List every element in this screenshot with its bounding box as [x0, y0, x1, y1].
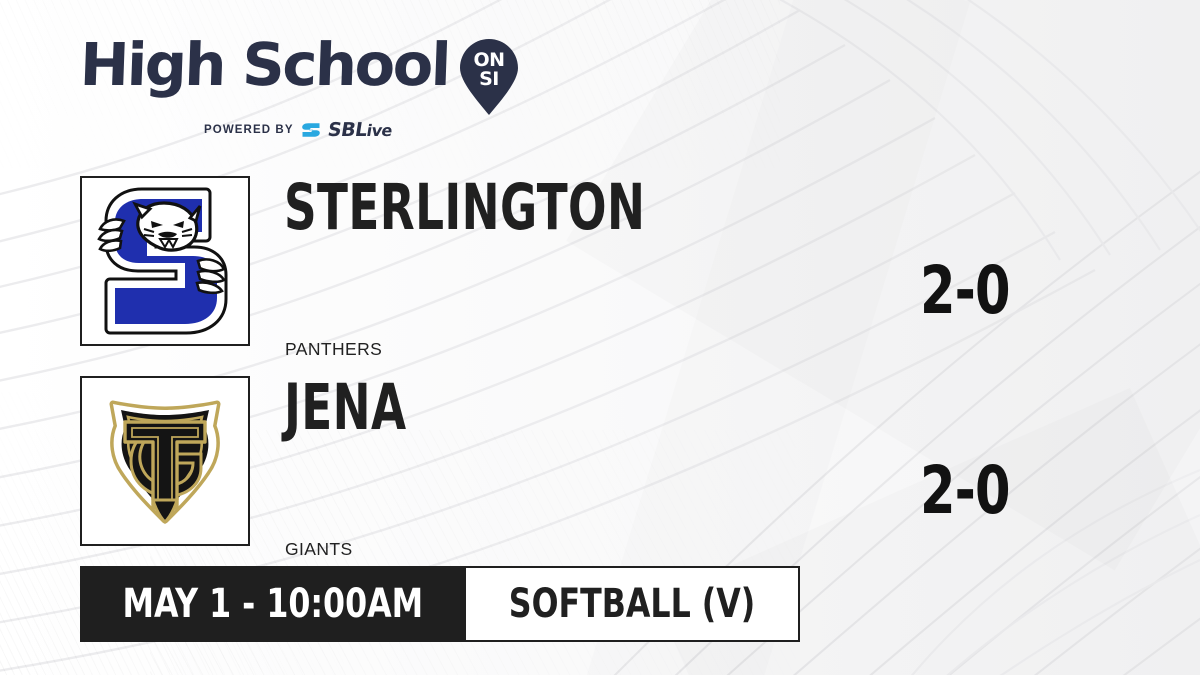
team-logo-box-home[interactable] — [80, 176, 250, 346]
svg-text:ON: ON — [473, 49, 504, 71]
team-record-home: 2-0 — [920, 252, 1011, 329]
brand-lockup[interactable]: High School ON SI POWERED BY SBLive — [78, 30, 519, 141]
game-sport-block[interactable]: SOFTBALL (V) — [465, 566, 800, 642]
sblive-wordmark-lower: ive — [364, 121, 394, 140]
game-datetime-block[interactable]: MAY 1 - 10:00AM — [80, 566, 466, 642]
sblive-wordmark: SBLive — [326, 119, 394, 141]
sterlington-panthers-logo — [97, 187, 228, 335]
background-wedge-top-right — [566, 0, 1200, 571]
team-name-home: STERLINGTON — [284, 171, 646, 244]
team-logo-box-away[interactable] — [80, 376, 250, 546]
game-sport-label: SOFTBALL (V) — [508, 581, 755, 627]
location-pin-icon: ON SI — [459, 39, 518, 115]
team-nickname-away: GIANTS — [285, 539, 353, 559]
sblive-s-icon — [301, 123, 320, 137]
team-nickname-home: PANTHERS — [285, 339, 383, 359]
jena-giants-logo — [109, 400, 221, 525]
svg-text:SI: SI — [479, 68, 499, 90]
brand-primary-row: High School ON SI — [78, 30, 519, 116]
brand-powered-by-row: POWERED BY SBLive — [204, 119, 519, 141]
team-record-away: 2-0 — [920, 452, 1011, 529]
brand-wordmark: High School — [78, 30, 450, 99]
game-info-bar: MAY 1 - 10:00AM SOFTBALL (V) — [80, 566, 800, 642]
team-name-away: JENA — [284, 371, 407, 444]
game-datetime-label: MAY 1 - 10:00AM — [122, 581, 424, 627]
sblive-wordmark-upper: SBL — [325, 119, 369, 141]
powered-by-label: POWERED BY — [204, 124, 294, 136]
